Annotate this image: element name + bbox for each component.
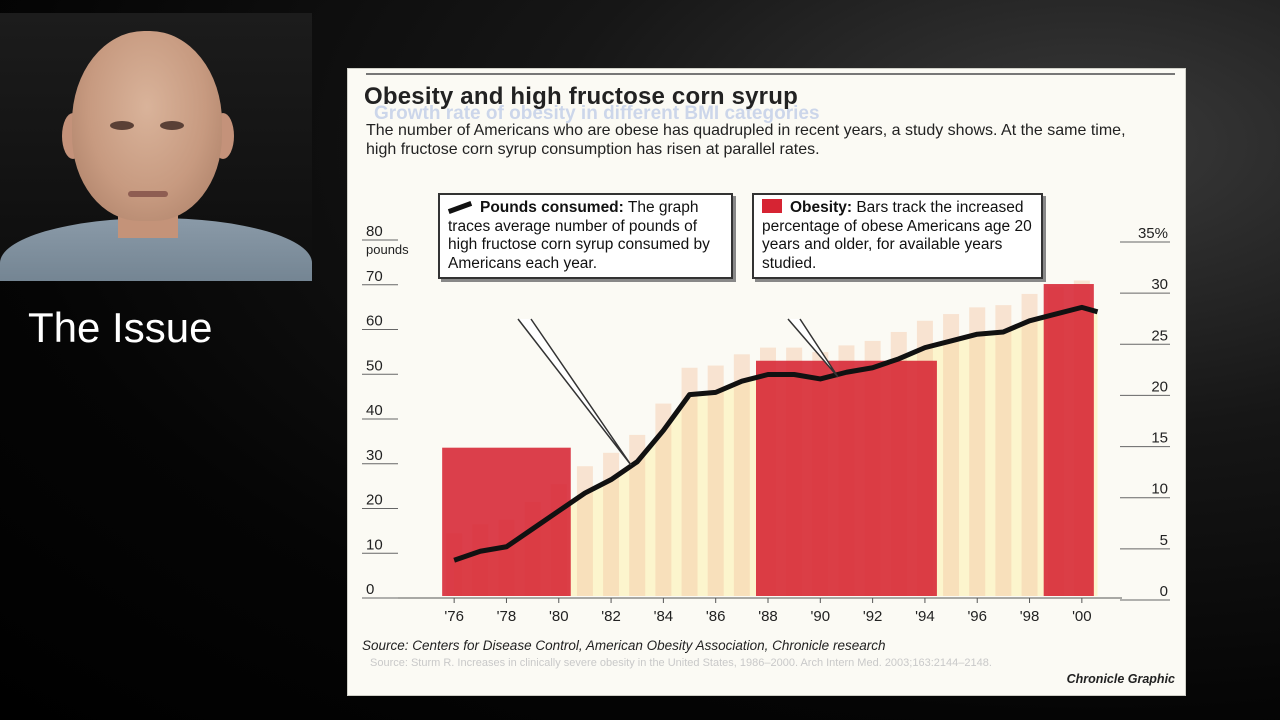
left-tick-label: 40 [366, 402, 383, 419]
left-tick-label: 10 [366, 536, 383, 553]
right-tick-label: 35% [1138, 225, 1168, 242]
presenter-eye [110, 121, 134, 130]
obesity-bar [1043, 284, 1094, 596]
x-tick-label: '76 [444, 608, 464, 625]
ghost-bar [681, 367, 698, 596]
ghost-bar [707, 365, 724, 596]
figure-top-rule [366, 73, 1175, 75]
x-tick-label: '94 [915, 608, 935, 625]
webcam-video [0, 13, 312, 281]
x-tick-label: '00 [1072, 608, 1092, 625]
x-tick-label: '80 [549, 608, 569, 625]
obesity-hfcs-chart: 0 10 20 30 40 50 60 70 80 pounds 0 5 10 15 20 25 30 35% '7… [362, 223, 1170, 625]
x-tick-label: '78 [497, 608, 517, 625]
ghost-bar [733, 354, 750, 596]
left-tick-label: 0 [366, 581, 374, 598]
callout-obesity-pointer [787, 318, 839, 378]
bar-legend-swatch-icon [762, 199, 782, 213]
obesity-bar [756, 360, 937, 596]
ghost-subtitle: Growth rate of obesity in different BMI … [374, 103, 820, 124]
chart-figure: Growth rate of obesity in different BMI … [347, 68, 1186, 696]
callout-pounds-pointer [517, 318, 632, 466]
ghost-bar [995, 305, 1012, 596]
callout-obesity-text: Bars track the increased percentage of o… [762, 199, 1032, 272]
right-tick-label: 30 [1151, 276, 1168, 293]
left-tick-label: 60 [366, 313, 383, 330]
left-tick-label: 70 [366, 268, 383, 285]
x-tick-label: '84 [654, 608, 674, 625]
right-tick-label: 15 [1151, 430, 1168, 447]
ghost-bar [1021, 293, 1038, 596]
callout-obesity: Obesity: Bars track the increased percen… [752, 193, 1043, 279]
x-tick-label: '90 [811, 608, 831, 625]
x-tick-label: '92 [863, 608, 883, 625]
slide-title: The Issue [28, 304, 213, 351]
line-legend-icon [447, 201, 473, 215]
x-tick-label: '96 [967, 608, 987, 625]
x-tick-label: '86 [706, 608, 726, 625]
ghost-bar [969, 307, 986, 596]
callout-pounds-consumed: Pounds consumed: The graph traces averag… [438, 193, 733, 279]
ghost-bar [655, 403, 672, 596]
callout-pounds-heading: Pounds consumed: [480, 199, 624, 216]
ghost-source: Source: Sturm R. Increases in clinically… [370, 657, 992, 669]
x-tick-label: '88 [758, 608, 778, 625]
presenter-eye [160, 121, 184, 130]
ghost-bar [943, 314, 960, 596]
ghost-bar [603, 452, 620, 596]
figure-source: Source: Centers for Disease Control, Ame… [362, 638, 886, 653]
right-tick-label: 0 [1160, 583, 1168, 600]
presenter-mouth [128, 191, 168, 197]
ghost-bar [629, 434, 646, 596]
x-tick-label: '82 [601, 608, 621, 625]
right-tick-label: 10 [1151, 481, 1168, 498]
callout-obesity-heading: Obesity: [790, 199, 853, 216]
obesity-bar [442, 447, 571, 596]
right-tick-label: 25 [1151, 327, 1168, 344]
figure-title: Obesity and high fructose corn syrup [364, 83, 798, 110]
left-tick-label: 50 [366, 357, 383, 374]
right-tick-label: 20 [1151, 378, 1168, 395]
callout-pounds-text: The graph traces average number of pound… [448, 199, 710, 272]
pounds-line [453, 304, 1099, 563]
left-tick-label: 30 [366, 447, 383, 464]
right-tick-label: 5 [1160, 532, 1168, 549]
presenter-head [72, 31, 222, 221]
x-tick-label: '98 [1020, 608, 1040, 625]
left-tick-label: 20 [366, 492, 383, 509]
figure-credit: Chronicle Graphic [1066, 672, 1175, 686]
left-axis-unit: pounds [366, 242, 409, 257]
ghost-bar [576, 466, 593, 596]
figure-description: The number of Americans who are obese ha… [366, 122, 1126, 158]
left-tick-label: 80 [366, 223, 383, 240]
